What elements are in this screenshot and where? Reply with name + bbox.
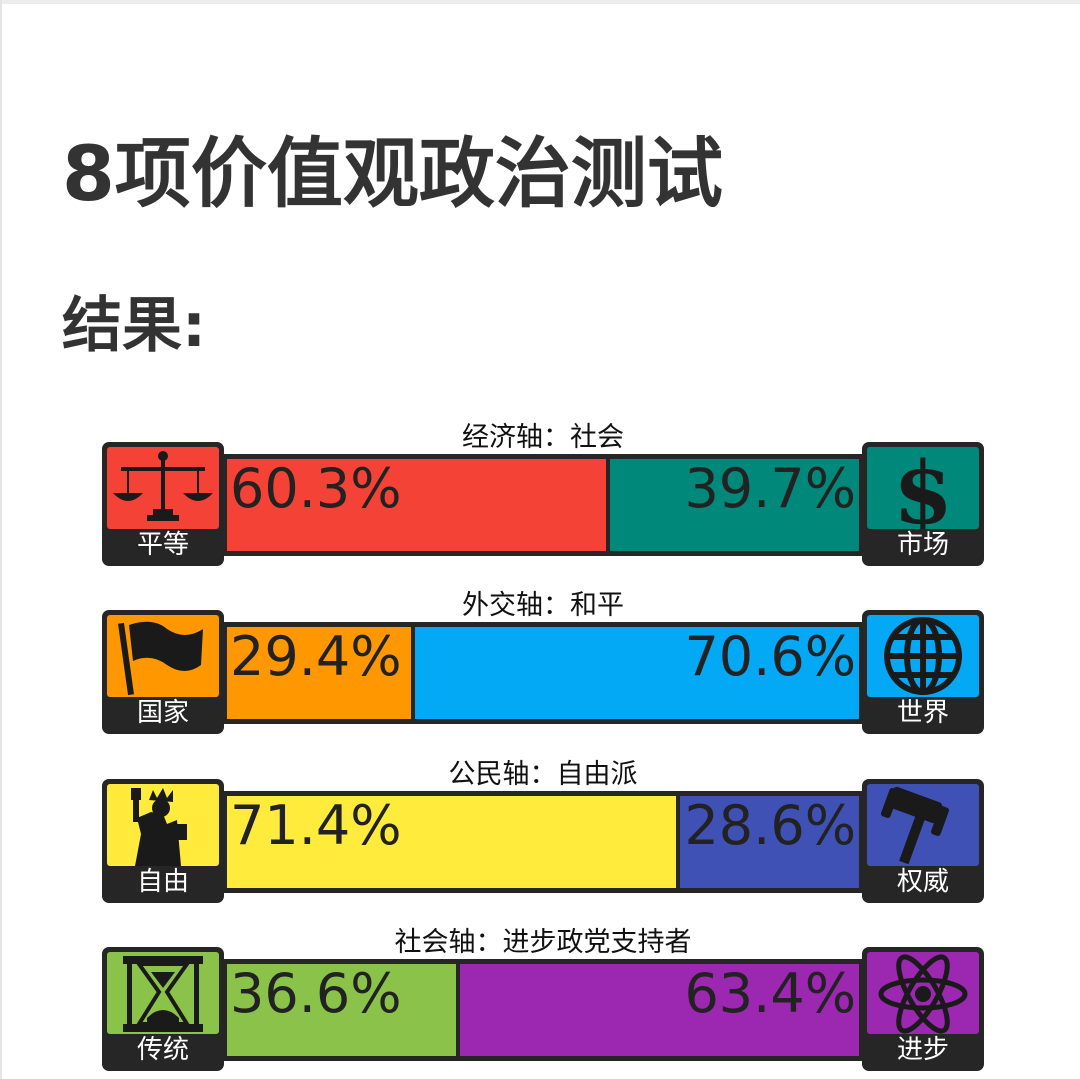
right-percent-label: 63.4% xyxy=(684,967,856,1021)
right-pole-icon-panel xyxy=(867,952,979,1034)
left-percent-label: 71.4% xyxy=(230,799,402,853)
left-pole-caption: 自由 xyxy=(102,869,224,895)
left-pole-icon-panel xyxy=(107,784,219,866)
results-heading: 结果: xyxy=(62,296,206,356)
right-pole-box: 进步 xyxy=(862,947,984,1071)
left-pole-icon-panel xyxy=(107,447,219,529)
left-pole-caption: 传统 xyxy=(102,1037,224,1063)
right-pole-icon-panel xyxy=(867,615,979,697)
left-percent-label: 60.3% xyxy=(230,462,402,516)
right-percent-label: 39.7% xyxy=(684,462,856,516)
right-percent-label: 70.6% xyxy=(684,630,856,684)
top-divider xyxy=(0,0,1080,4)
left-pole-box: 国家 xyxy=(102,610,224,734)
axis-row: 平等 $ 市场 60.3% 39.7% xyxy=(102,442,984,570)
axis-row: 传统 进步 36.6% 63.4% xyxy=(102,947,984,1075)
right-pole-box: $ 市场 xyxy=(862,442,984,566)
right-pole-caption: 进步 xyxy=(862,1037,984,1063)
left-percent-label: 29.4% xyxy=(230,630,402,684)
right-pole-caption: 权威 xyxy=(862,869,984,895)
right-pole-caption: 市场 xyxy=(862,532,984,558)
left-pole-box: 传统 xyxy=(102,947,224,1071)
left-pole-box: 自由 xyxy=(102,779,224,903)
axis-row: 国家 世界 29.4% 70.6% xyxy=(102,610,984,738)
axis-row: 自由 权威 71.4% 28.6% xyxy=(102,779,984,907)
right-pole-caption: 世界 xyxy=(862,700,984,726)
left-pole-caption: 平等 xyxy=(102,532,224,558)
left-pole-box: 平等 xyxy=(102,442,224,566)
svg-text:$: $ xyxy=(893,447,953,529)
right-percent-label: 28.6% xyxy=(684,799,856,853)
right-pole-box: 权威 xyxy=(862,779,984,903)
right-pole-icon-panel: $ xyxy=(867,447,979,529)
left-percent-label: 36.6% xyxy=(230,967,402,1021)
left-divider xyxy=(0,0,2,1079)
right-pole-icon-panel xyxy=(867,784,979,866)
right-pole-box: 世界 xyxy=(862,610,984,734)
left-pole-icon-panel xyxy=(107,615,219,697)
left-pole-icon-panel xyxy=(107,952,219,1034)
page-title: 8项价值观政治测试 xyxy=(62,136,723,212)
left-pole-caption: 国家 xyxy=(102,700,224,726)
